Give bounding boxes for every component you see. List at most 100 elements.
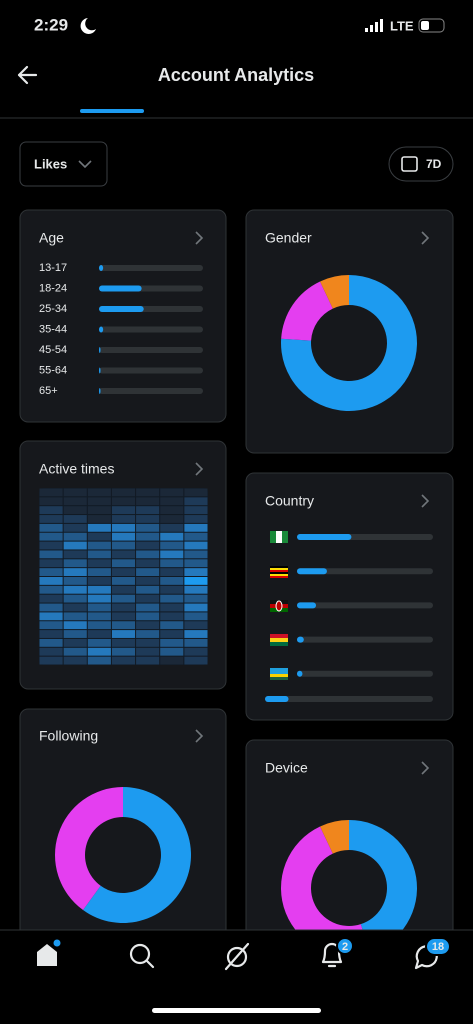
heatmap-cell	[63, 541, 87, 550]
range-label[interactable]: 7D	[426, 157, 442, 171]
heatmap-cell	[160, 550, 184, 559]
bar-track	[99, 367, 203, 374]
heatmap-cell	[184, 532, 208, 541]
heatmap-cell	[184, 603, 208, 612]
back-button[interactable]	[17, 65, 38, 85]
heatmap-cell	[39, 656, 63, 665]
bar-track	[297, 670, 433, 677]
heatmap-cell	[136, 647, 160, 656]
heatmap-cell	[160, 577, 184, 585]
metric-label[interactable]: Likes	[34, 156, 67, 171]
dropdown-chevron	[78, 160, 92, 169]
chevron	[195, 462, 204, 476]
bar-track	[265, 696, 433, 702]
heatmap-cell	[160, 541, 184, 550]
heatmap-cell	[39, 497, 63, 506]
tab-indicator	[80, 109, 144, 113]
heatmap-cell	[184, 506, 208, 515]
heatmap-cell	[39, 541, 63, 550]
notifications-tab[interactable]	[321, 942, 343, 968]
heatmap-cell	[39, 559, 63, 568]
heatmap-cell	[184, 630, 208, 638]
home-tab[interactable]	[37, 944, 57, 966]
bar	[99, 306, 144, 312]
heatmap-cell	[160, 621, 184, 630]
search-tab[interactable]	[129, 943, 155, 969]
home-indicator	[152, 1008, 321, 1013]
range-button[interactable]: 7D	[388, 146, 454, 182]
heatmap-cell	[87, 612, 111, 621]
heatmap-cell	[136, 497, 160, 506]
heatmap-cell	[136, 630, 160, 638]
bar	[265, 696, 289, 702]
heatmap-cell	[63, 612, 87, 621]
heatmap-cell	[136, 621, 160, 630]
card-title: Active times	[39, 461, 114, 477]
heatmap-cell	[160, 497, 184, 506]
heatmap-cell	[87, 603, 111, 612]
range-pill[interactable]	[388, 146, 454, 182]
heatmap-cell	[160, 585, 184, 594]
dropdown-box[interactable]	[19, 141, 108, 187]
heatmap-cell	[111, 612, 136, 621]
heatmap-cell	[184, 497, 208, 506]
heatmap-cell	[63, 550, 87, 559]
heatmap-cell	[184, 523, 208, 532]
heatmap-cell	[136, 638, 160, 647]
heatmap-cell	[87, 541, 111, 550]
heatmap-cell	[111, 523, 136, 532]
heatmap-cell	[87, 506, 111, 515]
heatmap-cell	[160, 603, 184, 612]
grok-tab[interactable]	[224, 942, 250, 971]
gender-card[interactable]	[245, 209, 454, 454]
badge	[336, 937, 354, 955]
heatmap-cell	[39, 532, 63, 541]
bar	[99, 388, 101, 394]
heatmap-cell	[184, 550, 208, 559]
heatmap-cell	[87, 594, 111, 603]
country-card[interactable]	[245, 472, 454, 721]
heatmap-cell	[39, 577, 63, 585]
heatmap-cell	[39, 568, 63, 576]
heatmap-cell	[111, 497, 136, 506]
heatmap-cell	[160, 506, 184, 515]
heatmap-cell	[39, 647, 63, 656]
heatmap-cell	[160, 568, 184, 576]
heatmap-cell	[184, 647, 208, 656]
heatmap-cell	[111, 603, 136, 612]
age-label: 45-54	[39, 344, 67, 356]
bar	[297, 534, 352, 540]
flag-uganda	[270, 566, 288, 578]
flag-nigeria	[270, 531, 288, 543]
heatmap-cell	[184, 488, 208, 497]
heatmap-cell	[184, 515, 208, 523]
heatmap-cell	[136, 532, 160, 541]
metric-dropdown[interactable]: Likes	[19, 141, 108, 187]
heatmap-cell	[160, 594, 184, 603]
card-title: Age	[39, 230, 64, 246]
heatmap-cell	[136, 612, 160, 621]
heatmap-cell	[136, 506, 160, 515]
heatmap-cell	[39, 630, 63, 638]
heatmap-cell	[160, 559, 184, 568]
heatmap-cell	[160, 488, 184, 497]
heatmap-cell	[111, 515, 136, 523]
donut-segment	[320, 820, 349, 854]
heatmap-cell	[87, 568, 111, 576]
donut-segment	[281, 281, 333, 341]
data-layer: 13-17 18-24 25-34 35-44 45-54 55-64 65+	[39, 262, 433, 956]
heatmap-cell	[39, 506, 63, 515]
bar-track	[99, 326, 203, 333]
card-title: Gender	[265, 230, 312, 246]
heatmap-cell	[87, 550, 111, 559]
heatmap-cell	[63, 638, 87, 647]
heatmap-cell	[184, 638, 208, 647]
heatmap-cell	[87, 630, 111, 638]
heatmap-cell	[136, 541, 160, 550]
bar	[297, 568, 327, 575]
bar	[99, 285, 142, 292]
age-label: 35-44	[39, 323, 67, 335]
heatmap-cell	[87, 585, 111, 594]
battery	[418, 18, 445, 33]
heatmap-cell	[87, 638, 111, 647]
